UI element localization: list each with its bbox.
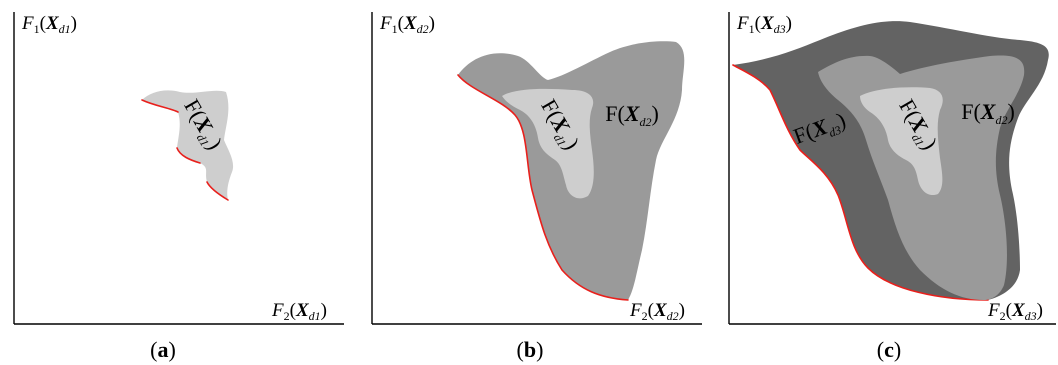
panel-c-caption: (c): [877, 337, 901, 362]
panel-c-front: [732, 64, 989, 301]
panel-a-caption: (a): [150, 337, 176, 362]
panel-c-y-axis-label: F1(Xd3): [736, 13, 792, 36]
panel-a-y-axis-label: F1(Xd1): [21, 13, 77, 36]
panel-c: F(Xd3) F(Xd2) F(Xd1) F1(Xd3) F2(Xd3) (c): [728, 12, 1056, 362]
panel-a-region-light: [142, 90, 234, 200]
panel-c-region-label-d2: F(Xd2): [961, 99, 1015, 127]
panel-c-region-light: [860, 87, 943, 196]
panel-a-front-3: [206, 181, 229, 201]
panel-c-x-axis-label: F2(Xd3): [987, 300, 1043, 323]
panel-a-front-1: [141, 99, 179, 113]
panel-c-region-label-d3: F(Xd3): [790, 107, 850, 152]
panel-b-caption: (b): [517, 337, 544, 362]
panel-b-region-light: [502, 88, 594, 199]
panel-a-x-axis-label: F2(Xd1): [271, 300, 327, 323]
panel-b-y-axis-label: F1(Xd2): [379, 13, 435, 36]
panel-b-front: [457, 74, 629, 301]
panel-b-region-label-d2: F(Xd2): [605, 101, 659, 129]
panel-a-front-2: [176, 147, 201, 164]
panel-a: F(Xd1) F1(Xd1) F2(Xd1) (a): [13, 12, 344, 362]
panel-b: F(Xd2) F(Xd1) F1(Xd2) F2(Xd2) (b): [371, 12, 702, 362]
panel-b-x-axis-label: F2(Xd2): [629, 300, 685, 323]
